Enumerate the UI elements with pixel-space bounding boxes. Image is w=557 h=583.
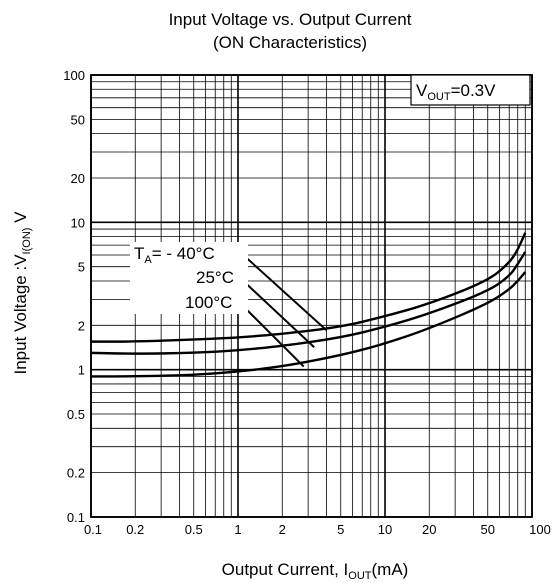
x-tick-label: 50 — [481, 522, 495, 537]
x-tick-label: 0.5 — [185, 522, 203, 537]
y-tick-label: 1 — [78, 363, 85, 378]
x-tick-label: 0.2 — [126, 522, 144, 537]
series-line-100 — [90, 271, 527, 378]
y-tick-label: 2 — [78, 318, 85, 333]
y-tick-label: 100 — [63, 68, 85, 83]
series-label-100: 100°C — [185, 293, 232, 312]
chart-subtitle: (ON Characteristics) — [213, 33, 367, 52]
x-tick-label: 20 — [422, 522, 436, 537]
condition-box — [410, 74, 531, 106]
y-tick-label: 5 — [78, 260, 85, 275]
y-tick-label: 0.2 — [67, 466, 85, 481]
chart-title: Input Voltage vs. Output Current — [169, 10, 412, 29]
x-tick-label: 1 — [234, 522, 241, 537]
condition-label: VOUT=0.3V — [416, 81, 496, 103]
plot-frame — [90, 74, 533, 518]
series-line-minus40 — [91, 232, 527, 343]
x-tick-label: 100 — [529, 522, 551, 537]
y-axis-label: Input Voltage :VI(ON) V — [11, 211, 33, 375]
x-tick-label: 2 — [279, 522, 286, 537]
temp-label-backing — [130, 242, 248, 314]
y-tick-label: 50 — [71, 112, 85, 127]
x-tick-label: 10 — [378, 522, 392, 537]
series-line-25 — [90, 251, 527, 355]
y-tick-label: 0.5 — [67, 407, 85, 422]
label-leaders — [237, 251, 328, 368]
y-tick-labels: 0.1 0.2 0.5 1 2 5 10 20 50 100 — [63, 68, 85, 525]
y-tick-label: 20 — [71, 171, 85, 186]
x-axis-label: Output Current, IOUT(mA) — [222, 560, 409, 582]
x-tick-label: 0.1 — [84, 522, 102, 537]
series-label-25: 25°C — [196, 268, 234, 287]
x-tick-labels: 0.1 0.2 0.5 1 2 5 10 20 50 100 — [84, 522, 551, 537]
leader-line-minus40 — [239, 251, 328, 332]
y-tick-label: 0.1 — [67, 510, 85, 525]
series-label-minus40: TA= - 40°C — [134, 244, 215, 266]
leader-line-25 — [237, 275, 315, 348]
leader-line-100 — [237, 300, 305, 368]
x-tick-label: 5 — [337, 522, 344, 537]
plot-curves — [90, 232, 527, 378]
y-tick-label: 10 — [71, 215, 85, 230]
